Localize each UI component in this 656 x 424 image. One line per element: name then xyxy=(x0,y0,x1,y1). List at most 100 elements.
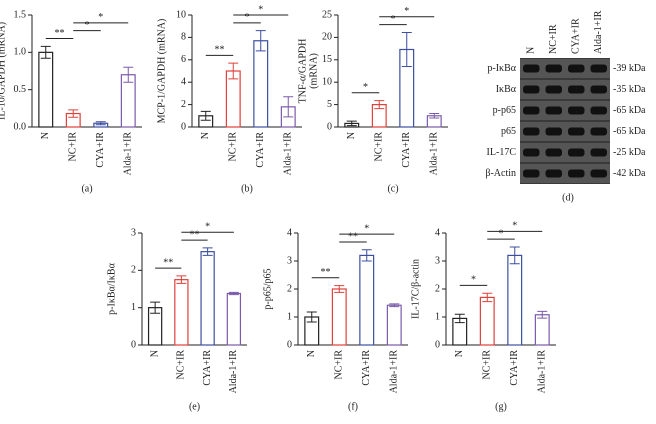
bar xyxy=(534,314,550,346)
blot-band xyxy=(590,148,607,157)
significance-label: * xyxy=(363,82,368,93)
error-bar xyxy=(228,62,239,80)
protein-label: IκBα xyxy=(496,84,517,95)
y-axis-label: IL-10/GAPDH (mRNA) xyxy=(0,22,7,120)
significance-label: ** xyxy=(321,267,331,278)
panel-label: (b) xyxy=(241,183,253,194)
error-bar xyxy=(429,113,440,119)
y-tick-label: 15 xyxy=(322,54,332,65)
x-tick-label: Alda-1+IR xyxy=(123,132,134,176)
significance-label: * xyxy=(512,221,517,232)
y-tick-label: 6 xyxy=(181,54,186,65)
y-tick-label: 3 xyxy=(435,255,440,266)
significance-label: * xyxy=(471,275,476,286)
protein-label: β-Actin xyxy=(485,168,516,179)
significance-label: * xyxy=(391,14,396,25)
x-tick-label: NC+IR xyxy=(374,132,385,162)
panel-label: (c) xyxy=(387,183,398,194)
lane-label: N xyxy=(526,47,537,54)
y-tick-label: 3 xyxy=(131,227,136,238)
y-tick-label: 3 xyxy=(287,255,292,266)
blot-row xyxy=(520,59,610,78)
bar xyxy=(174,279,189,346)
y-tick-label: 1.0 xyxy=(14,47,27,58)
blot-band xyxy=(545,64,562,73)
lane-label: Alda-1+IR xyxy=(593,10,604,54)
error-bar xyxy=(454,313,465,324)
x-tick-label: Alda-1+IR xyxy=(283,132,294,176)
x-tick-label: NC+IR xyxy=(228,132,239,162)
y-axis-label: p-p65/p65 xyxy=(262,268,273,309)
blot-band xyxy=(590,85,607,94)
y-tick-label: 0 xyxy=(327,121,332,132)
y-tick-label: 0 xyxy=(131,339,136,350)
blot-band xyxy=(568,148,585,157)
bar xyxy=(359,254,375,346)
x-tick-label: N xyxy=(200,132,211,139)
error-bar xyxy=(68,109,79,118)
blot-band xyxy=(545,106,562,115)
significance-label: * xyxy=(364,223,369,234)
kda-label: -35 kDa xyxy=(613,84,646,95)
significance-label: ** xyxy=(163,257,173,268)
y-tick-label: 10 xyxy=(176,9,186,20)
blot-row xyxy=(520,164,610,183)
blot-band xyxy=(523,148,540,157)
error-bar xyxy=(346,120,357,127)
blot-band xyxy=(523,85,540,94)
x-tick-label: NC+IR xyxy=(176,350,187,380)
bar xyxy=(38,51,54,128)
blot-row xyxy=(520,143,610,162)
error-bar xyxy=(401,31,412,68)
error-bar xyxy=(150,301,161,314)
y-tick-label: 0 xyxy=(287,339,292,350)
protein-label: p65 xyxy=(501,126,516,137)
kda-label: -39 kDa xyxy=(613,63,646,74)
bar xyxy=(386,304,402,346)
error-bar xyxy=(123,66,134,83)
y-tick-label: 4 xyxy=(435,227,440,238)
x-tick-label: NC+IR xyxy=(334,350,345,380)
y-tick-label: 2 xyxy=(287,283,292,294)
bar xyxy=(479,296,495,346)
y-tick-label: 0.5 xyxy=(14,84,27,95)
error-bar xyxy=(200,110,211,121)
y-axis-label: (mRNA) xyxy=(308,53,319,89)
error-bar xyxy=(306,311,317,323)
blot-row xyxy=(520,80,610,99)
kda-label: -65 kDa xyxy=(613,126,646,137)
y-tick-label: 20 xyxy=(322,32,332,43)
kda-label: -65 kDa xyxy=(613,105,646,116)
y-tick-label: 1 xyxy=(131,302,136,313)
x-tick-label: N xyxy=(40,132,51,139)
x-tick-label: N xyxy=(346,132,357,139)
significance-label: * xyxy=(245,12,250,23)
blot-row xyxy=(520,122,610,141)
significance-label: ** xyxy=(190,229,200,240)
error-bar xyxy=(537,310,548,319)
x-tick-label: Alda-1+IR xyxy=(429,132,440,176)
blot-band xyxy=(568,106,585,115)
bar xyxy=(507,254,523,346)
significance-label: * xyxy=(98,12,103,23)
blot-band xyxy=(568,85,585,94)
panel-label: (a) xyxy=(81,183,92,194)
y-tick-label: 2 xyxy=(435,283,440,294)
y-tick-label: 1.5 xyxy=(14,9,27,20)
error-bar xyxy=(389,303,400,308)
x-tick-label: N xyxy=(149,350,160,357)
x-tick-label: CYA+IR xyxy=(361,350,372,386)
error-bar xyxy=(255,30,266,52)
kda-label: -42 kDa xyxy=(613,168,646,179)
x-tick-label: Alda-1+IR xyxy=(389,350,400,394)
blot-band xyxy=(523,127,540,136)
blot-band xyxy=(523,64,540,73)
lane-label: NC+IR xyxy=(548,24,559,54)
blot-band xyxy=(545,148,562,157)
y-tick-label: 4 xyxy=(181,76,186,87)
significance-label: ** xyxy=(55,28,65,39)
blot-band xyxy=(590,106,607,115)
bar xyxy=(225,70,241,128)
y-tick-label: 5 xyxy=(327,99,332,110)
